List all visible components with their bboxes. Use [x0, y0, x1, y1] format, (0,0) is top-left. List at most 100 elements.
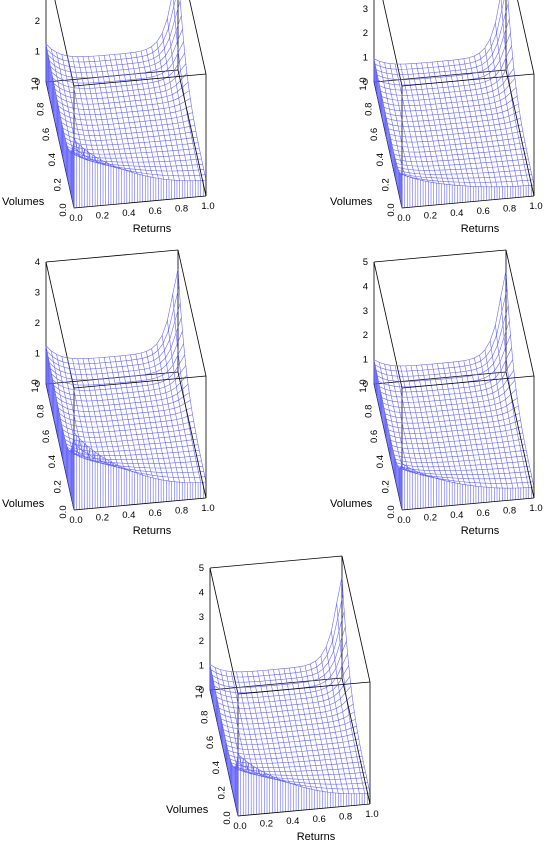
x-tick-label: 1.0: [201, 503, 214, 514]
mesh-line-const-x: [489, 340, 519, 489]
box-front-edges: [237, 555, 371, 817]
z-tick-label: 5: [363, 257, 368, 268]
mesh-line-const-y: [57, 392, 190, 412]
mesh-line-const-x: [156, 41, 186, 181]
mesh-line-const-x: [389, 63, 419, 180]
box-front-edges: [73, 249, 207, 511]
mesh-line-const-x: [505, 270, 535, 488]
z-tick-label: 3: [363, 4, 368, 15]
y-tick-label: 0.2: [52, 178, 63, 191]
mesh-line-const-x: [156, 343, 186, 483]
mesh-line-const-y: [376, 305, 509, 377]
mesh-line-const-x: [278, 669, 307, 789]
chart-panel-3: 0.0 0.2 0.4 0.6 0.8 1.0 0.0 0.2 0.4 0.6 0.8 1.0 0 1 2 3…: [2, 249, 222, 555]
z-tick-label: 4: [199, 587, 204, 598]
chart-panel-5: 0.0 0.2 0.4 0.6 0.8 1.0 0.0 0.2 0.4 0.6 0.8 1.0 0 1 2 3…: [166, 555, 386, 861]
mesh-line-const-y: [401, 463, 535, 489]
x-tick-label: 1.0: [529, 201, 542, 212]
box-front-edges: [401, 249, 535, 511]
box-edge: [177, 371, 207, 499]
mesh-line-const-x: [479, 354, 508, 489]
mesh-line-const-y: [62, 427, 195, 438]
x-tick-label: 0.4: [450, 510, 463, 521]
mesh-line-const-y: [386, 103, 519, 122]
x-axis-label: Returns: [461, 525, 500, 537]
x-tick-label: 0.2: [424, 513, 437, 524]
mesh-line-const-x: [331, 630, 360, 794]
mesh-line-const-x: [77, 56, 106, 165]
mesh-line-const-x: [93, 358, 122, 469]
y-tick-label: 0.8: [364, 103, 375, 116]
mesh-line-const-x: [177, 269, 207, 483]
mesh-line-const-y: [231, 761, 364, 768]
y-tick-label: 0.0: [222, 811, 233, 824]
mesh-line-const-y: [379, 45, 512, 91]
mesh-line-const-x: [98, 357, 127, 470]
mesh-line-const-x: [93, 56, 122, 170]
mesh-line-const-x: [267, 669, 297, 786]
mesh-line-const-x: [495, 22, 524, 186]
mesh-line-const-y: [386, 405, 519, 424]
mesh-line-const-y: [374, 288, 508, 372]
x-tick-label: 0.0: [397, 213, 410, 224]
y-tick-label: 1.0: [358, 379, 369, 392]
mesh-line-const-x: [161, 335, 191, 483]
box-edge: [73, 195, 207, 209]
y-tick-label: 1.0: [358, 77, 369, 90]
mesh-line-const-y: [383, 87, 517, 112]
box-edge: [382, 0, 403, 87]
box-edge: [189, 0, 207, 75]
mesh-line-const-y: [385, 95, 518, 117]
mesh-line-const-y: [45, 0, 172, 57]
mesh-line-const-x: [135, 51, 165, 180]
mesh-line-const-x: [310, 663, 339, 794]
z-tick-label: 1: [363, 355, 368, 366]
z-tick-label: 0: [199, 685, 204, 696]
mesh-line-const-x: [146, 49, 175, 181]
z-tick-label: 0: [363, 379, 368, 390]
mesh-line-const-y: [233, 767, 366, 776]
mesh-line-const-x: [103, 55, 133, 173]
mesh-line-const-y: [54, 375, 188, 402]
mesh-line-const-x: [341, 576, 371, 794]
x-tick-label: 0.6: [313, 814, 326, 825]
box-edge: [373, 261, 403, 389]
mesh-line-const-y: [67, 446, 200, 456]
mesh-line-const-y: [390, 432, 523, 445]
mesh-line-const-y: [391, 136, 524, 148]
mesh-line-const-x: [167, 320, 196, 483]
mesh-line-const-y: [377, 18, 510, 80]
mesh-line-const-x: [415, 63, 445, 185]
x-tick-label: 0.4: [286, 816, 299, 827]
mesh-line-const-x: [124, 53, 154, 178]
mesh-line-const-y: [395, 455, 528, 463]
mesh-line-const-y: [380, 57, 513, 96]
x-tick-label: 0.4: [450, 208, 463, 219]
mesh-line-const-y: [59, 105, 192, 121]
mesh-line-const-x: [463, 360, 493, 488]
mesh-line-const-x: [378, 362, 408, 471]
mesh-line-const-y: [389, 426, 522, 439]
mesh-line-const-y: [73, 139, 207, 182]
y-tick-label: 0.8: [200, 711, 211, 724]
mesh-line-const-x: [479, 52, 508, 187]
box-edge: [401, 73, 535, 87]
mesh-line-const-y: [373, 270, 507, 367]
z-tick-label: 2: [35, 318, 40, 329]
y-tick-label: 0.2: [380, 480, 391, 493]
mesh-line-const-x: [447, 362, 477, 487]
mesh-line-const-x: [500, 0, 530, 186]
mesh-line-const-y: [51, 41, 184, 84]
z-tick-label: 1: [35, 47, 40, 58]
box-edge: [209, 555, 343, 569]
mesh-line-const-x: [61, 54, 91, 161]
mesh-line-const-y: [59, 407, 192, 423]
mesh-line-const-y: [49, 317, 182, 375]
mesh-line-const-y: [63, 131, 196, 141]
mesh-line-const-y: [69, 151, 202, 163]
z-tick-label: 1: [363, 53, 368, 64]
mesh-line-const-x: [384, 364, 413, 473]
box-front-edges: [73, 0, 207, 209]
